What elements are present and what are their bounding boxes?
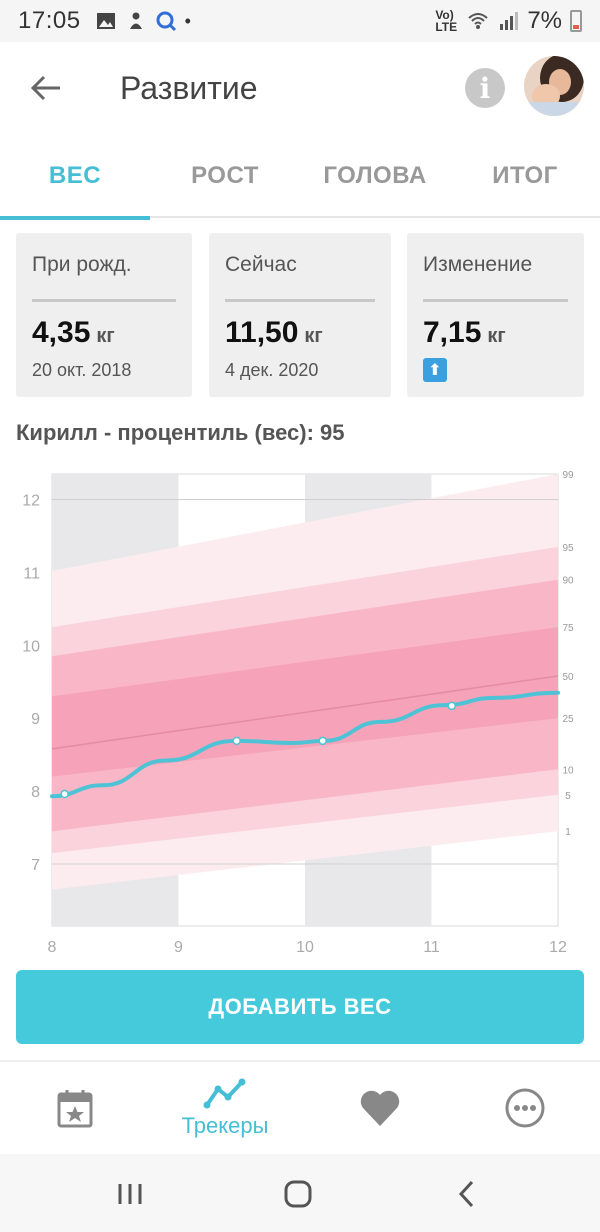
page-title: Развитие (120, 70, 258, 106)
percentile-label: 5 (565, 791, 571, 802)
median-line (51, 675, 559, 750)
tab-bar: ВЕС РОСТ ГОЛОВА ИТОГ (0, 134, 600, 220)
x-tick-label: 11 (423, 939, 440, 956)
network-label: Vo) LTE (435, 8, 458, 34)
card-title: Изменение (423, 253, 533, 276)
battery-icon (570, 10, 582, 32)
tab-height[interactable]: РОСТ (191, 162, 259, 189)
percentile-title: Кирилл - процентиль (вес): 95 (16, 420, 345, 445)
percentile-label: 25 (562, 714, 574, 725)
birth-weight-card: При рожд. 4,35 кг 20 окт. 2018 (16, 233, 192, 397)
bottom-nav: Трекеры (0, 1060, 600, 1152)
info-icon[interactable]: i (465, 68, 505, 108)
card-value-row: 7,15 кг (423, 316, 568, 350)
x-tick-label: 10 (296, 939, 314, 956)
more-notifications-dot: • (184, 10, 191, 31)
wifi-icon (468, 13, 488, 29)
back-arrow-icon[interactable] (22, 68, 70, 108)
system-nav-bar (0, 1154, 600, 1232)
y-tick-label: 11 (23, 565, 40, 582)
measurement-point (318, 736, 327, 746)
measurement-point (232, 736, 241, 746)
percentile-label: 50 (562, 672, 574, 683)
band-p25-p75 (52, 627, 558, 777)
search-app-icon (156, 11, 176, 32)
recent-apps-icon[interactable] (105, 1174, 155, 1214)
avatar[interactable] (524, 56, 584, 116)
trackers-chart-icon (203, 1078, 246, 1109)
home-icon[interactable] (273, 1174, 323, 1214)
growth-chart-svg: 7 8 9 10 11 12 8 9 10 11 12 99 95 90 75 50 25 10 5 1 (22, 470, 574, 956)
y-tick-label: 10 (22, 638, 40, 655)
card-unit: кг (96, 325, 115, 347)
nav-trackers[interactable]: Трекеры (150, 1062, 300, 1154)
x-tick-label: 9 (174, 939, 183, 956)
more-icon (505, 1088, 545, 1128)
percentile-label: 1 (565, 827, 571, 838)
signal-icon (500, 12, 519, 30)
card-unit: кг (304, 325, 323, 347)
app-bar: Развитие i (0, 42, 600, 134)
percentile-label: 75 (562, 623, 574, 634)
nav-more[interactable] (450, 1062, 600, 1154)
percentile-label: 10 (562, 765, 574, 776)
x-tick-label: 8 (48, 939, 57, 956)
gallery-icon (96, 13, 115, 29)
y-tick-label: 7 (31, 857, 40, 874)
current-weight-card: Сейчас 11,50 кг 4 дек. 2020 (209, 233, 391, 397)
weight-series-line (50, 690, 560, 799)
card-title: Сейчас (225, 253, 297, 276)
card-value-row: 4,35 кг (32, 316, 176, 350)
y-tick-label: 9 (31, 711, 40, 728)
nav-trackers-label: Трекеры (181, 1113, 269, 1138)
card-date: 4 дек. 2020 (225, 360, 319, 380)
card-date: 20 окт. 2018 (32, 360, 132, 380)
tab-summary[interactable]: ИТОГ (492, 162, 558, 189)
battery-percent: 7% (527, 7, 562, 34)
x-tick-label: 12 (549, 939, 567, 956)
card-value: 7,15 (423, 316, 482, 349)
measurement-point (60, 789, 69, 799)
card-value: 4,35 (32, 316, 91, 349)
card-divider (423, 299, 568, 302)
system-back-icon[interactable] (442, 1174, 492, 1214)
nav-favorites[interactable] (305, 1062, 455, 1154)
calendar-icon (57, 1090, 93, 1128)
tab-head[interactable]: ГОЛОВА (323, 162, 427, 189)
card-unit: кг (487, 325, 506, 347)
card-divider (225, 299, 375, 302)
y-tick-label: 12 (22, 493, 40, 510)
heart-icon (360, 1090, 400, 1126)
change-weight-card: Изменение 7,15 кг ⬆ (407, 233, 584, 397)
add-weight-button[interactable]: ДОБАВИТЬ ВЕС (16, 970, 584, 1044)
status-bar: 17:05 • Vo) LTE 7% (0, 0, 600, 42)
arrow-up-icon: ⬆ (423, 358, 447, 382)
growth-chart: 7 8 9 10 11 12 8 9 10 11 12 99 95 90 75 50 25 10 5 1 (0, 460, 600, 960)
y-tick-label: 8 (31, 784, 40, 801)
measurement-point (447, 701, 456, 711)
card-divider (32, 299, 176, 302)
stat-cards: При рожд. 4,35 кг 20 окт. 2018 Сейчас 11,… (16, 233, 584, 397)
status-time: 17:05 (18, 7, 81, 34)
card-value-row: 11,50 кг (225, 316, 375, 350)
percentile-label: 99 (562, 470, 574, 481)
card-value: 11,50 (225, 316, 299, 349)
nav-calendar[interactable] (0, 1062, 150, 1154)
card-title: При рожд. (32, 253, 132, 276)
tab-weight[interactable]: ВЕС (0, 134, 150, 220)
notification-app-icon (129, 12, 142, 29)
percentile-label: 90 (562, 576, 574, 587)
percentile-label: 95 (562, 543, 574, 554)
